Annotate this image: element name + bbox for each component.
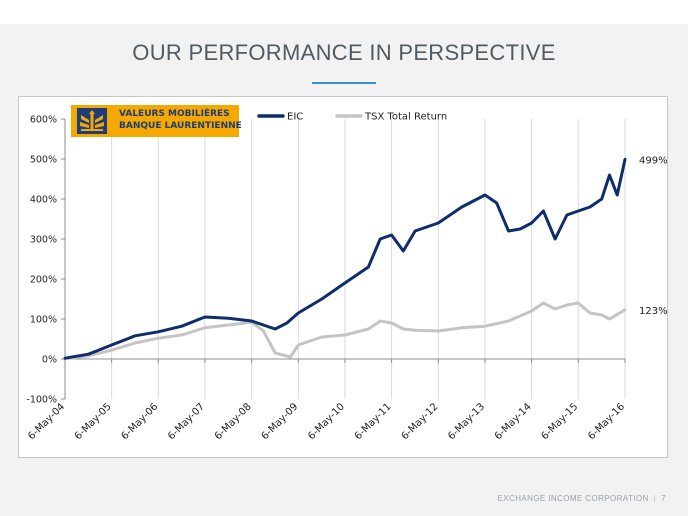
- x-tick-label: 6-May-14: [493, 401, 534, 442]
- x-tick-label: 6-May-09: [260, 401, 301, 442]
- grid-layer: [111, 119, 626, 399]
- y-tick-label: 500%: [30, 155, 57, 166]
- x-tick-label: 6-May-06: [120, 401, 161, 442]
- legend: EIC TSX Total Return: [257, 112, 447, 123]
- label-layer: 123% 499%: [639, 155, 667, 316]
- chart-panel: -100% 0% 100% 200% 300% 400% 500% 600% 6-May-04 6…: [18, 96, 668, 458]
- legend-eic-label: EIC: [287, 112, 303, 123]
- laurentian-bank-logo: VALEURS MOBILIÈRES BANQUE LAURENTIENNE: [71, 105, 242, 137]
- x-tick-label: 6-May-07: [166, 401, 207, 442]
- y-tick-label: -100%: [26, 395, 57, 406]
- y-tick-label: 100%: [30, 315, 57, 326]
- y-tick-label: 600%: [30, 115, 57, 126]
- x-tick-label: 6-May-16: [586, 401, 627, 442]
- x-tick-label: 6-May-12: [400, 401, 441, 442]
- title-underline: [312, 82, 376, 84]
- x-tick-label: 6-May-11: [353, 401, 394, 442]
- x-tick-label: 6-May-04: [26, 401, 67, 442]
- series-layer: [63, 157, 627, 361]
- x-tick-label: 6-May-08: [213, 401, 254, 442]
- page-number: 7: [661, 494, 666, 503]
- footer-separator: |: [653, 494, 657, 503]
- logo-text: VALEURS MOBILIÈRES BANQUE LAURENTIENNE: [119, 108, 242, 132]
- x-tick-label: 6-May-15: [539, 401, 580, 442]
- y-tick-label: 300%: [30, 235, 57, 246]
- eic-series-line: [63, 157, 627, 360]
- y-tick-label: 0%: [42, 355, 57, 366]
- logo-line-1: VALEURS MOBILIÈRES: [119, 109, 230, 119]
- legend-tsx-label: TSX Total Return: [364, 112, 447, 123]
- slide-footer: EXCHANGE INCOME CORPORATION | 7: [498, 494, 666, 503]
- performance-line-chart: -100%0%100%200%300%400%500%600%6-May-04 6…: [26, 112, 667, 443]
- tsx-series-line: [63, 301, 627, 361]
- y-tick-label: 400%: [30, 195, 57, 206]
- eic-end-label: 499%: [639, 155, 667, 166]
- x-tick-label: 6-May-05: [73, 401, 114, 442]
- top-band: [0, 0, 688, 24]
- x-tick-label: 6-May-13: [446, 401, 487, 442]
- footer-company: EXCHANGE INCOME CORPORATION: [497, 494, 649, 503]
- axis-layer: -100%0%100%200%300%400%500%600%6-May-04 6…: [26, 115, 627, 443]
- tsx-end-label: 123%: [639, 306, 667, 317]
- x-tick-label: 6-May-10: [306, 401, 347, 442]
- slide-title: OUR PERFORMANCE IN PERSPECTIVE: [132, 40, 556, 65]
- logo-line-2: BANQUE LAURENTIENNE: [119, 121, 242, 131]
- y-tick-label: 200%: [30, 275, 57, 286]
- laurentian-bank-tree-logo-icon: [77, 108, 107, 134]
